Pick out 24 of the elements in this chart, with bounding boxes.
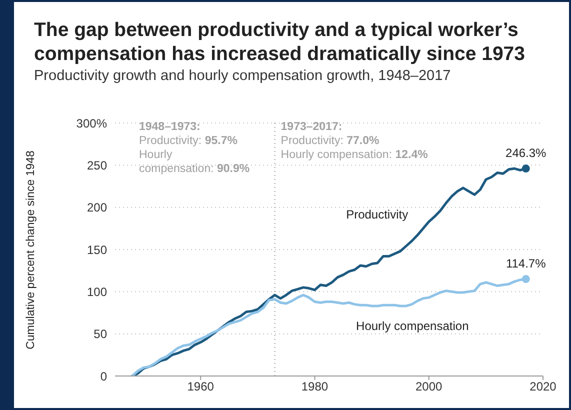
x-tick-label: 1960	[187, 380, 214, 394]
annotation: Hourly compensation: 90.9%	[139, 148, 251, 176]
annotation: 114.7%	[506, 256, 546, 271]
y-tick-label: 100	[86, 284, 108, 299]
y-tick-label: 300%	[76, 116, 108, 130]
y-axis-title: Cumulative percent change since 1948	[25, 150, 37, 350]
x-tick-label: 2020	[530, 380, 557, 394]
y-tick-label: 200	[86, 200, 108, 215]
y-tick-label: 250	[86, 158, 108, 172]
y-tick-label: 50	[94, 327, 108, 342]
chart-subtitle: Productivity growth and hourly compensation growth, 1948–2017	[34, 68, 451, 84]
series-label: Productivity	[346, 207, 408, 222]
annotation: 246.3%	[506, 146, 547, 160]
chart-title: The gap between productivity and a typical worker’s compensation has increased dramatically since 1973	[34, 18, 526, 66]
annotation: Productivity: 95.7%	[139, 135, 238, 147]
y-tick-label: 0	[100, 369, 108, 384]
x-tick-label: 1980	[301, 380, 328, 394]
annotation: Productivity: 77.0%	[280, 135, 380, 147]
y-tick-label: 150	[86, 242, 108, 257]
annotation: 1973–2017:	[280, 120, 344, 134]
series-label: Hourly compensation	[356, 319, 469, 334]
annotation: 1948–1973:	[139, 120, 202, 134]
x-tick-label: 2000	[416, 380, 443, 394]
annotation: Hourly compensation: 12.4%	[280, 148, 429, 162]
